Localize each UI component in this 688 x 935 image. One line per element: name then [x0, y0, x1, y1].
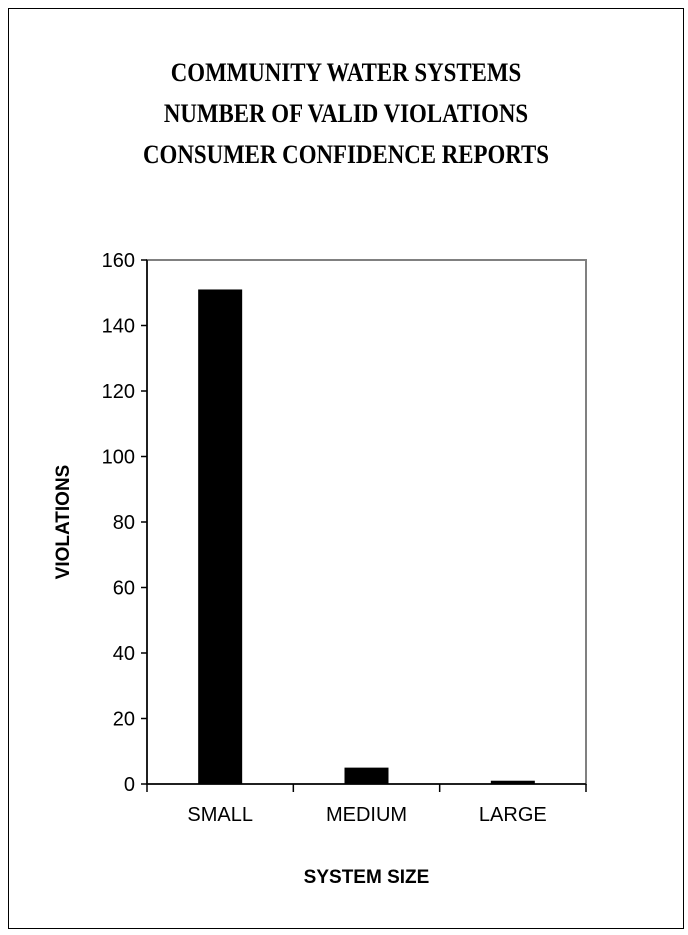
y-tick-label: 140 — [102, 316, 135, 338]
x-tick-label: SMALL — [187, 804, 253, 826]
labels-group: 0 20 40 60 80 100 120 140 160 SMALL MEDIUM LARGE — [102, 250, 547, 826]
bar-large — [490, 780, 535, 784]
y-tick-label: 120 — [102, 381, 135, 403]
bar-small — [198, 289, 243, 784]
y-tick-label: 100 — [102, 447, 135, 469]
y-tick-label: 40 — [113, 643, 135, 665]
y-tick-label: 60 — [113, 578, 135, 600]
y-tick-label: 20 — [113, 709, 135, 731]
y-axis-title: VIOLATIONS — [53, 465, 74, 580]
x-axis-title: SYSTEM SIZE — [304, 867, 430, 888]
y-tick-label: 160 — [102, 250, 135, 272]
axes-group — [141, 259, 587, 792]
chart-title: COMMUNITY WATER SYSTEMS NUMBER OF VALID … — [49, 52, 644, 175]
x-tick-label: LARGE — [479, 804, 547, 826]
chart-title-line-2: NUMBER OF VALID VIOLATIONS — [163, 99, 529, 128]
chart-title-line-1: COMMUNITY WATER SYSTEMS — [170, 58, 522, 87]
bars-group — [198, 289, 535, 784]
y-tick-label: 0 — [124, 774, 135, 796]
y-tick-label: 80 — [113, 512, 135, 534]
x-tick-label: MEDIUM — [326, 804, 407, 826]
bar-medium — [344, 767, 389, 784]
chart-title-line-3: CONSUMER CONFIDENCE REPORTS — [142, 140, 549, 169]
